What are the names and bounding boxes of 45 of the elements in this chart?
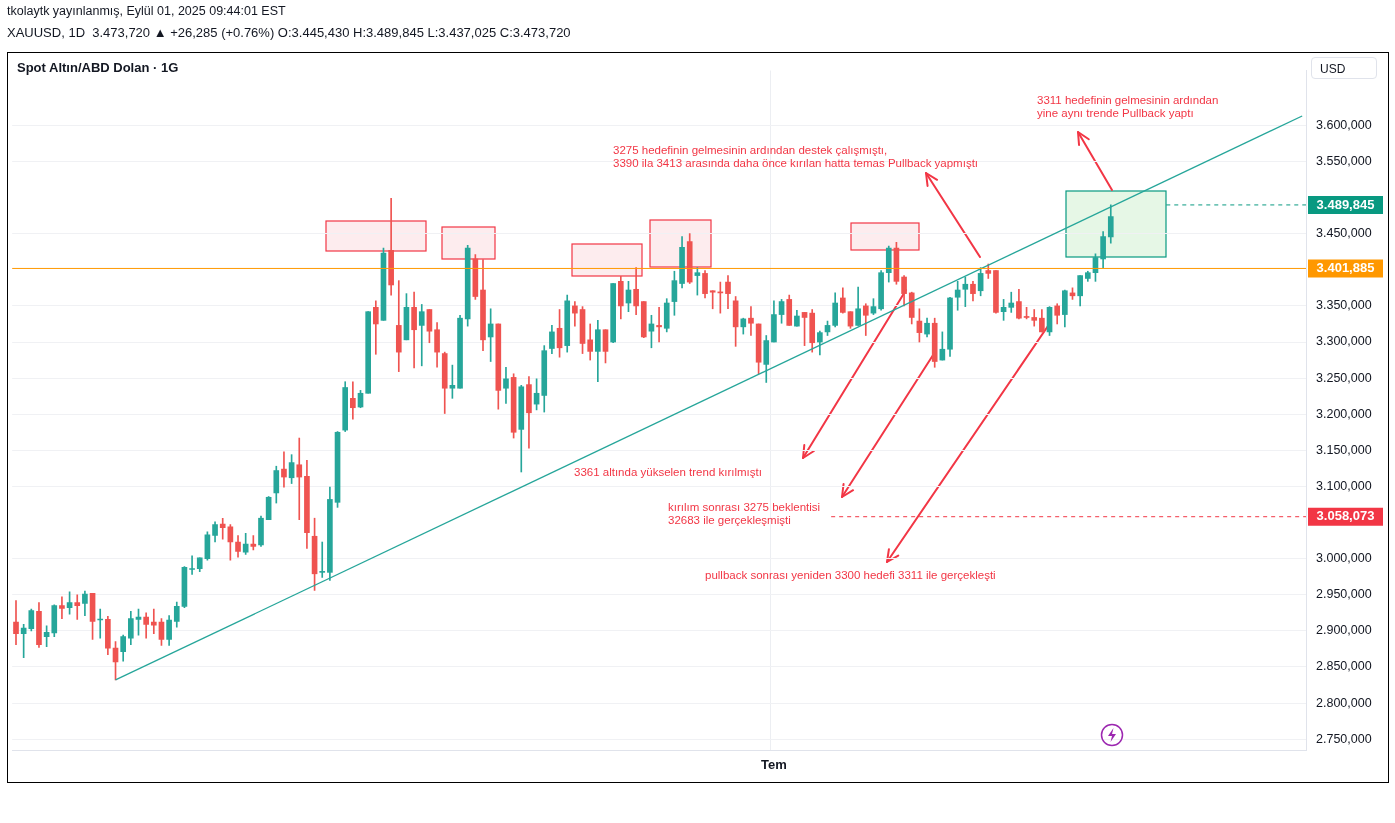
candlestick [1008, 291, 1015, 313]
y-tick-label: 3.100,000 [1316, 478, 1372, 493]
y-tick-label: 3.350,000 [1316, 298, 1372, 313]
y-tick-label: 3.250,000 [1316, 370, 1372, 385]
y-tick-label: 3.300,000 [1316, 334, 1372, 349]
candlestick [319, 541, 326, 578]
candlestick [656, 307, 662, 343]
y-tick-label: 3.000,000 [1316, 551, 1372, 566]
y-tick-label: 3.450,000 [1316, 226, 1372, 241]
annotation: 3311 hedefinin gelmesinin ardından yine aynı trende Pullback yaptı [1037, 94, 1219, 120]
annotation: 3361 altında yükselen trend kırılmıştı [574, 466, 762, 479]
y-tick-label: 2.950,000 [1316, 587, 1372, 602]
chart-title: Spot Altın/ABD Dolan · 1G [17, 60, 179, 75]
x-tick-label: Tem [761, 757, 787, 773]
candlestick [250, 535, 257, 551]
y-tick-label: 3.200,000 [1316, 406, 1372, 421]
candlestick [281, 451, 287, 488]
candlestick [418, 304, 425, 367]
y-tick-label: 2.900,000 [1316, 623, 1372, 638]
ref-line-label: 3.489,845 [1316, 196, 1375, 212]
y-tick-label: 2.850,000 [1316, 659, 1372, 674]
y-axis-title: USD [1311, 57, 1377, 79]
candlestick [1031, 309, 1038, 327]
candlestick [296, 437, 303, 520]
chart-subtitle: XAUUSD, 1D 3.473,720 ▲ +26,285 (+0.76%) O:3.445,430 H:3.489,845 L:3.437,025 C:3.473,720 [7, 25, 571, 40]
candlestick [189, 555, 195, 575]
annotation: kırılım sonrası 3275 beklentisi 32683 ile gerçekleşmişti [668, 501, 821, 527]
y-tick-label: 3.150,000 [1316, 442, 1372, 457]
candlestick [748, 306, 754, 336]
candlestick [74, 594, 81, 620]
annotation: pullback sonrası yeniden 3300 hedefi 3311 ile gerçekleşti [705, 569, 996, 582]
ref-line-label: 3.401,885 [1316, 260, 1375, 276]
candlestick [350, 381, 356, 420]
candlestick [962, 276, 969, 307]
y-tick-label: 3.550,000 [1316, 153, 1372, 168]
candlestick [150, 608, 157, 635]
text: tkolaytk yayınlanmış, Eylül 01, 2025 09:44:01 EST [7, 4, 286, 18]
candlestick [59, 596, 65, 619]
ref-line-label: 3.058,073 [1316, 508, 1375, 524]
y-tick-label: 2.800,000 [1316, 695, 1372, 710]
candlestick [709, 290, 716, 310]
candlestick [219, 517, 226, 540]
y-tick-label: 2.750,000 [1316, 731, 1372, 746]
annotation: 3275 hedefinin gelmesinin ardından destek çalışmıştı, 3390 ila 3413 arasında daha önce kırılan hatta temas Pullback yapmıştı [613, 144, 979, 170]
y-tick-label: 3.600,000 [1316, 117, 1372, 132]
